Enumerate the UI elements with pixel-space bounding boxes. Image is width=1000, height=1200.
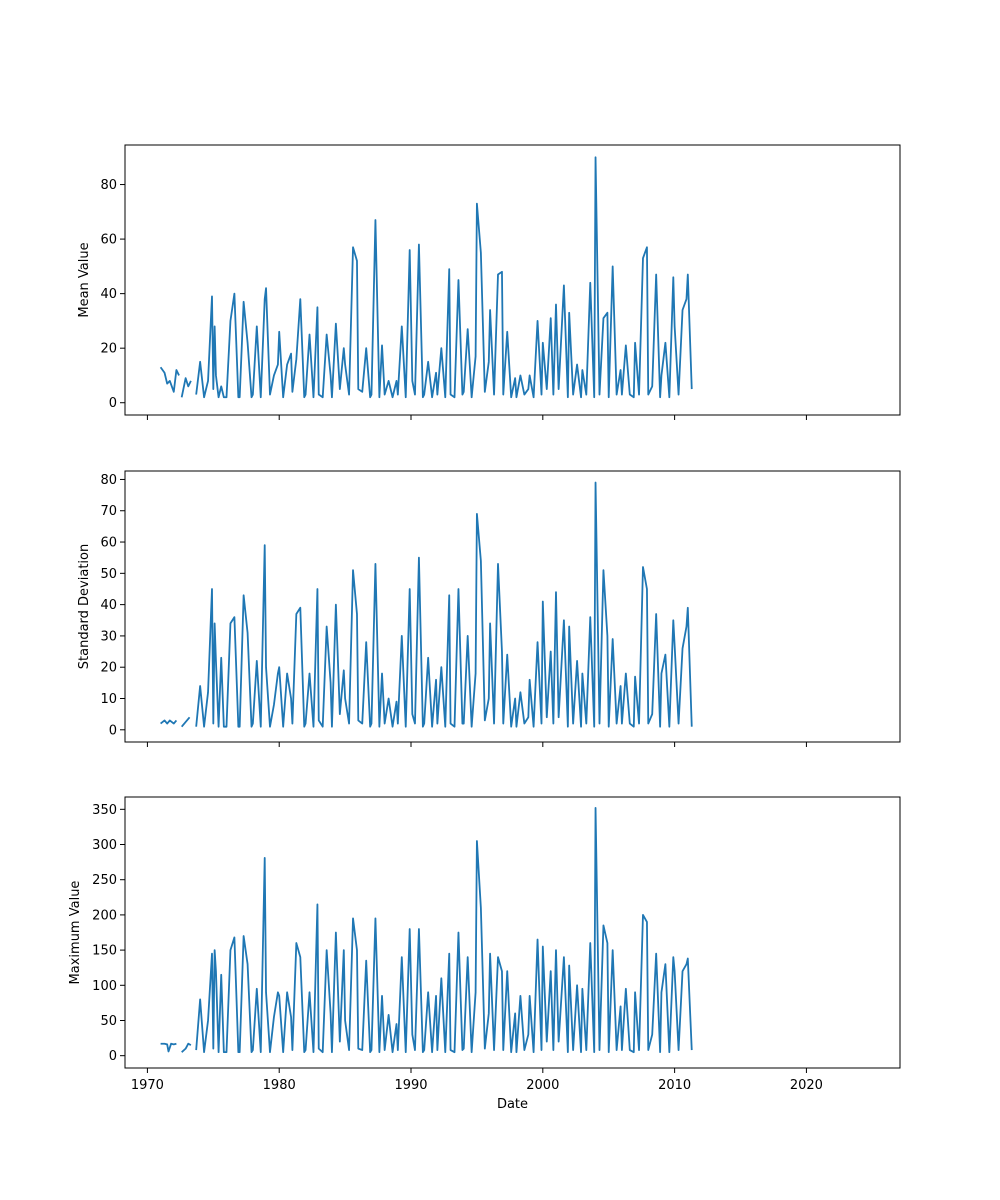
- y-tick-label: 150: [92, 944, 117, 959]
- x-axis-label: Date: [497, 1097, 528, 1112]
- y-tick-label: 250: [92, 873, 117, 888]
- series-line-segment-2: [195, 156, 693, 399]
- y-tick-label: 300: [92, 838, 117, 853]
- y-tick-label: 50: [100, 567, 117, 582]
- y-tick-label: 80: [100, 473, 117, 488]
- y-tick-label: 20: [100, 342, 117, 357]
- series-line-segment-1: [180, 716, 191, 728]
- maximum-value-panel: 0 50 100 150 200 250 300 350 1970 1980 1990 2000 201…: [68, 796, 901, 1112]
- y-tick-label: 350: [92, 803, 117, 818]
- mean-value-panel: 0 20 40 60 80 Mean Value: [77, 144, 901, 420]
- y-axis-label: Maximum Value: [68, 881, 83, 985]
- x-tick-label: 2020: [790, 1078, 823, 1093]
- x-tick-label: 1970: [131, 1078, 164, 1093]
- standard-deviation-panel: 0 10 20 30 40 50 60 70 80 Standard Deviation: [77, 470, 901, 747]
- y-tick-label: 100: [92, 979, 117, 994]
- y-axis-label: Standard Deviation: [77, 544, 92, 669]
- axes-frame: [124, 144, 901, 416]
- y-tick-label: 40: [100, 287, 117, 302]
- series-line-segment-1: [181, 1042, 192, 1053]
- y-tick-label: 40: [100, 598, 117, 613]
- y-tick-label: 0: [109, 1049, 117, 1064]
- x-tick-label: 1980: [263, 1078, 296, 1093]
- y-tick-label: 20: [100, 661, 117, 676]
- y-tick-label: 60: [100, 536, 117, 551]
- series-line-segment-1: [180, 377, 192, 398]
- series-line-segment-2: [195, 481, 693, 728]
- series-line-segment-0: [159, 366, 180, 393]
- y-tick-label: 50: [100, 1014, 117, 1029]
- x-tick-label: 2010: [658, 1078, 691, 1093]
- y-tick-label: 30: [100, 629, 117, 644]
- y-tick-label: 200: [92, 908, 117, 923]
- y-tick-label: 0: [109, 396, 117, 411]
- y-tick-label: 10: [100, 692, 117, 707]
- y-tick-label: 60: [100, 233, 117, 248]
- y-tick-label: 70: [100, 504, 117, 519]
- y-tick-label: 80: [100, 178, 117, 193]
- y-axis-label: Mean Value: [77, 242, 92, 317]
- axes-frame: [124, 470, 901, 743]
- series-line-segment-0: [160, 1042, 177, 1053]
- x-tick-label: 1990: [394, 1078, 427, 1093]
- x-tick-label: 2000: [526, 1078, 559, 1093]
- y-tick-label: 0: [109, 723, 117, 738]
- series-line-segment-0: [160, 719, 178, 725]
- axes-frame: [124, 796, 901, 1069]
- series-line-segment-2: [195, 807, 693, 1054]
